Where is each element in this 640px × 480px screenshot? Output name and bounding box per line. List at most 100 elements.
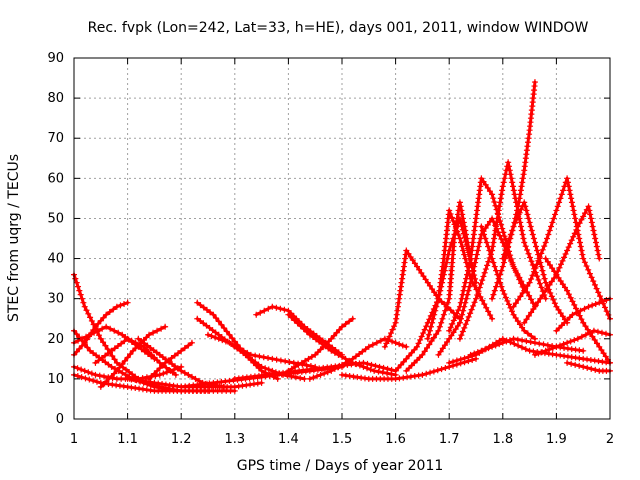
data-point: [576, 235, 583, 242]
data-point: [207, 309, 214, 316]
data-point: [78, 374, 85, 381]
data-point: [146, 331, 153, 338]
data-point: [310, 374, 317, 381]
data-point: [209, 327, 216, 334]
data-point: [277, 357, 284, 364]
data-point: [113, 359, 120, 366]
data-point: [399, 342, 406, 349]
data-point: [531, 351, 538, 358]
data-point: [535, 350, 542, 357]
data-point: [567, 240, 574, 247]
data-point: [163, 364, 170, 371]
data-point: [560, 341, 567, 348]
data-point: [312, 336, 319, 343]
data-point: [453, 310, 460, 317]
data-point: [549, 345, 556, 352]
data-point: [73, 279, 80, 286]
data-point: [403, 247, 410, 254]
data-point: [440, 311, 447, 318]
data-point: [105, 361, 112, 368]
data-point: [244, 349, 251, 356]
x-tick-label: 1.3: [224, 432, 245, 447]
data-point: [556, 199, 563, 206]
data-point: [601, 304, 608, 311]
data-point: [116, 364, 123, 371]
data-point: [578, 333, 585, 340]
data-point: [583, 263, 590, 270]
data-point: [452, 314, 459, 321]
data-point: [452, 224, 459, 231]
data-point: [83, 307, 90, 314]
data-point: [592, 235, 599, 242]
data-point: [86, 376, 93, 383]
data-point: [473, 295, 479, 302]
data-point: [434, 367, 441, 374]
x-tick-label: 1: [70, 432, 78, 447]
data-point: [156, 371, 163, 378]
data-point: [464, 267, 471, 274]
data-point: [596, 255, 603, 262]
data-point: [510, 263, 517, 270]
data-point: [536, 254, 543, 261]
data-point: [396, 341, 403, 348]
data-point: [219, 337, 226, 344]
data-point: [444, 299, 451, 306]
data-point: [547, 289, 554, 296]
data-point: [565, 244, 572, 251]
data-point: [542, 347, 549, 354]
data-point: [574, 223, 581, 230]
data-point: [97, 317, 104, 324]
data-point: [479, 297, 486, 304]
data-point: [489, 341, 496, 348]
data-point: [389, 326, 396, 333]
data-point: [564, 339, 571, 346]
data-point: [465, 313, 472, 320]
data-point: [506, 235, 513, 242]
data-point: [447, 324, 454, 331]
data-point: [596, 299, 603, 306]
data-point: [556, 342, 563, 349]
data-point: [557, 261, 564, 268]
data-point: [212, 334, 219, 341]
data-point: [522, 346, 529, 353]
data-point: [110, 306, 117, 313]
data-point: [507, 304, 514, 311]
data-point: [313, 373, 320, 380]
data-point: [470, 302, 477, 309]
data-point: [476, 284, 483, 291]
data-point: [539, 349, 546, 356]
data-point: [580, 255, 587, 262]
data-point: [495, 275, 502, 282]
data-point: [510, 335, 517, 342]
data-point: [454, 215, 461, 222]
data-point: [346, 357, 353, 364]
data-point: [544, 285, 551, 292]
data-point: [483, 304, 490, 311]
data-point: [165, 357, 172, 364]
data-point: [188, 339, 195, 346]
data-point: [297, 323, 304, 330]
data-point: [463, 235, 470, 242]
data-point: [414, 343, 421, 350]
data-point: [518, 223, 525, 230]
data-point: [527, 223, 534, 230]
data-point: [533, 243, 540, 250]
data-point: [415, 340, 422, 347]
data-point: [490, 195, 497, 202]
data-point: [92, 371, 99, 378]
data-point: [460, 219, 467, 226]
data-point: [580, 363, 587, 370]
data-point: [491, 287, 498, 294]
data-point: [561, 319, 568, 326]
data-point: [528, 227, 535, 234]
data-point: [216, 383, 223, 390]
data-point: [535, 257, 542, 264]
data-point: [166, 367, 173, 374]
data-point: [168, 355, 175, 362]
data-point: [575, 231, 582, 238]
data-point: [407, 253, 414, 260]
data-point: [215, 318, 222, 325]
data-point: [526, 292, 533, 299]
data-point: [583, 206, 590, 213]
data-point: [594, 247, 601, 254]
